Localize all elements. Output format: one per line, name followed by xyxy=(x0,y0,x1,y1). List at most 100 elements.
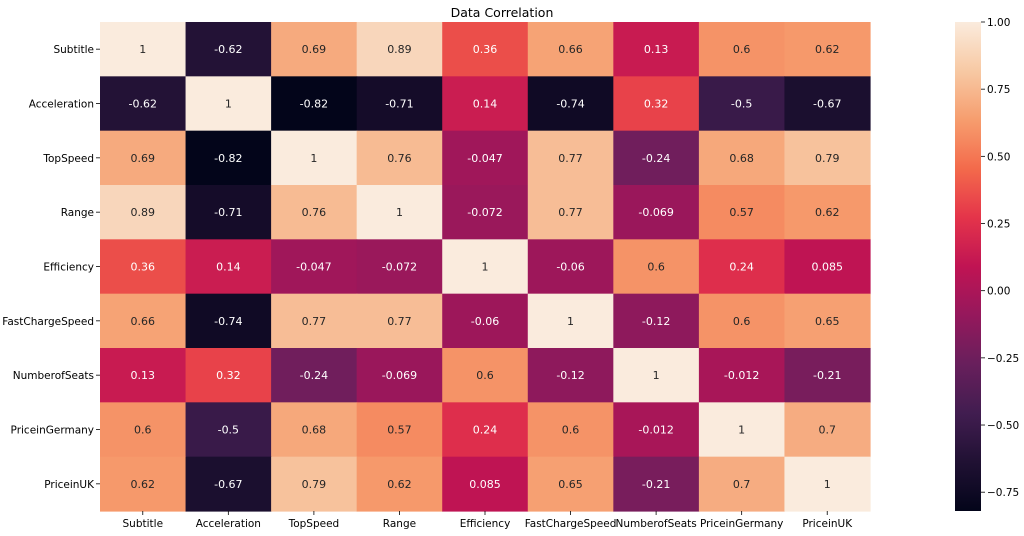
cell-value-label: 0.085 xyxy=(811,261,843,274)
heatmap-cell xyxy=(356,185,443,240)
heatmap-cell xyxy=(698,185,786,240)
heatmap-cell xyxy=(442,456,529,512)
heatmap-cell xyxy=(784,185,871,240)
y-tick-label: PriceinGermany xyxy=(11,425,94,437)
cell-value-label: 0.76 xyxy=(302,206,327,219)
heatmap-cell xyxy=(442,76,529,132)
cell-value-label: -0.5 xyxy=(218,424,239,437)
cell-value-label: 0.77 xyxy=(558,152,583,165)
cell-value-label: 1 xyxy=(482,261,489,274)
heatmap-cell xyxy=(271,293,358,349)
cell-value-label: -0.24 xyxy=(300,369,328,382)
heatmap-cell xyxy=(784,293,871,349)
cell-value-label: -0.069 xyxy=(638,206,673,219)
cell-value-label: -0.74 xyxy=(556,98,584,111)
cell-value-label: 1 xyxy=(225,98,232,111)
cell-value-label: 0.14 xyxy=(473,98,498,111)
cell-value-label: -0.069 xyxy=(382,369,417,382)
heatmap-cell xyxy=(185,130,272,186)
x-tick-label: NumberofSeats xyxy=(616,518,697,530)
heatmap-cell xyxy=(527,76,614,132)
cell-value-label: 0.57 xyxy=(729,206,754,219)
cell-value-label: 0.36 xyxy=(473,43,498,56)
heatmap-cell xyxy=(613,293,700,349)
x-axis-ticks: Subtitle Acceleration TopSpeed Range Efficie… xyxy=(123,511,853,530)
heatmap-cell xyxy=(100,76,187,132)
heatmap-cell xyxy=(784,456,871,512)
heatmap-cell xyxy=(613,239,700,295)
heatmap-cell xyxy=(442,348,529,403)
cell-value-label: -0.62 xyxy=(214,43,242,56)
heatmap-cell xyxy=(527,456,614,512)
y-tick-label: Efficiency xyxy=(43,262,94,274)
cell-value-label: 0.24 xyxy=(729,261,754,274)
cell-value-label: 0.65 xyxy=(815,315,840,328)
heatmap-cell xyxy=(442,22,529,77)
cell-value-label: 0.6 xyxy=(134,424,152,437)
cell-value-label: 0.6 xyxy=(562,424,580,437)
cell-value-label: 0.7 xyxy=(818,424,836,437)
cell-value-label: 0.6 xyxy=(476,369,494,382)
chart-title: Data Correlation xyxy=(451,5,554,20)
heatmap-cell xyxy=(613,456,700,512)
heatmap-cell xyxy=(271,22,358,77)
cell-value-label: -0.06 xyxy=(471,315,499,328)
heatmap-cell xyxy=(698,456,786,512)
colorbar-tick-label: −0.50 xyxy=(987,420,1019,432)
heatmap-cell xyxy=(698,76,786,132)
heatmap-cell xyxy=(271,402,358,458)
heatmap-cell xyxy=(100,456,187,512)
colorbar-tick-label: 0.25 xyxy=(987,219,1010,231)
heatmap-cell-labels: 1 -0.62 0.69 0.89 0.36 0.66 0.13 0.6 0.62 -0.62 1 -… xyxy=(129,43,843,491)
cell-value-label: 0.68 xyxy=(302,424,327,437)
heatmap-cell xyxy=(784,348,871,403)
heatmap-cell xyxy=(527,348,614,403)
heatmap-cell xyxy=(527,293,614,349)
colorbar-tick-label: 0.75 xyxy=(987,84,1010,96)
cell-value-label: -0.012 xyxy=(638,424,673,437)
heatmap-cell xyxy=(356,239,443,295)
heatmap-cell xyxy=(442,402,529,458)
heatmap-cell xyxy=(442,130,529,186)
heatmap-cell xyxy=(271,239,358,295)
cell-value-label: -0.012 xyxy=(724,369,759,382)
cell-value-label: 0.69 xyxy=(131,152,156,165)
heatmap-cell xyxy=(100,22,187,77)
cell-value-label: 0.14 xyxy=(216,261,241,274)
heatmap-cell xyxy=(613,348,700,403)
y-tick-label: Acceleration xyxy=(29,99,94,111)
heatmap-cell xyxy=(527,402,614,458)
heatmap-cell xyxy=(356,293,443,349)
cell-value-label: -0.5 xyxy=(731,98,752,111)
y-tick-label: NumberofSeats xyxy=(13,370,94,382)
heatmap-cell xyxy=(442,185,529,240)
colorbar-tick-label: 0.00 xyxy=(987,286,1010,298)
heatmap-cell xyxy=(527,185,614,240)
cell-value-label: 0.32 xyxy=(216,369,241,382)
y-tick-label: Subtitle xyxy=(53,44,94,56)
cell-value-label: -0.12 xyxy=(556,369,584,382)
cell-value-label: 0.32 xyxy=(644,98,669,111)
cell-value-label: -0.06 xyxy=(556,261,584,274)
cell-value-label: 1 xyxy=(139,43,146,56)
cell-value-label: 0.6 xyxy=(647,261,665,274)
heatmap-cell xyxy=(100,239,187,295)
heatmap-cell xyxy=(613,130,700,186)
x-tick-label: Efficiency xyxy=(460,518,511,530)
heatmap-cell xyxy=(356,130,443,186)
heatmap-cell xyxy=(185,22,272,77)
cell-value-label: -0.047 xyxy=(296,261,331,274)
heatmap-cell xyxy=(271,130,358,186)
cell-value-label: -0.71 xyxy=(214,206,242,219)
colorbar-tick-label: −0.75 xyxy=(987,487,1019,499)
cell-value-label: -0.82 xyxy=(214,152,242,165)
cell-value-label: -0.82 xyxy=(300,98,328,111)
y-tick-label: TopSpeed xyxy=(42,153,94,165)
colorbar-tick-label: 0.50 xyxy=(987,151,1010,163)
cell-value-label: 1 xyxy=(396,206,403,219)
y-axis-ticks: Subtitle Acceleration TopSpeed Range Efficie… xyxy=(2,44,100,491)
cell-value-label: -0.12 xyxy=(642,315,670,328)
cell-value-label: 0.66 xyxy=(558,43,583,56)
cell-value-label: 0.89 xyxy=(387,43,412,56)
